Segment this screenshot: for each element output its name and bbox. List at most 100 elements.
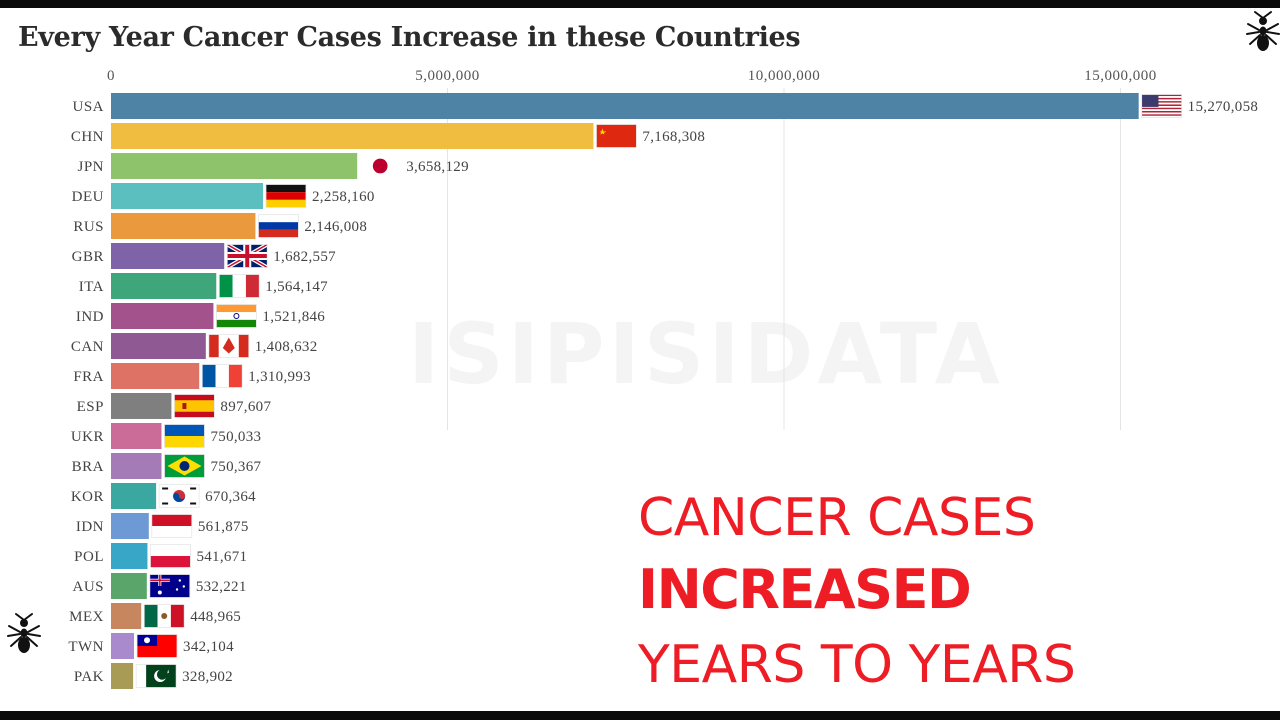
bar-row: UKR 750,033 bbox=[71, 423, 261, 449]
category-label: DEU bbox=[72, 189, 104, 205]
france-flag bbox=[201, 364, 243, 388]
bar-row: RUS 2,146,008 bbox=[73, 213, 367, 239]
bottom-frame-bar bbox=[0, 711, 1280, 720]
x-tick-label: 10,000,000 bbox=[748, 68, 821, 84]
chart-title: Every Year Cancer Cases Increase in thes… bbox=[18, 22, 801, 53]
value-label: 897,607 bbox=[220, 399, 271, 415]
category-label: IND bbox=[76, 309, 104, 325]
value-label: 1,682,557 bbox=[273, 249, 336, 265]
value-label: 750,367 bbox=[210, 459, 261, 475]
value-label: 328,902 bbox=[182, 669, 233, 685]
value-label: 2,146,008 bbox=[304, 219, 367, 235]
bar bbox=[111, 633, 135, 659]
category-label: PAK bbox=[74, 669, 104, 685]
canada-flag bbox=[208, 334, 250, 358]
category-label: ESP bbox=[77, 399, 104, 415]
value-label: 7,168,308 bbox=[642, 129, 705, 145]
x-tick-label: 15,000,000 bbox=[1084, 68, 1157, 84]
ant-icon bbox=[7, 613, 41, 653]
category-label: USA bbox=[72, 99, 104, 115]
x-tick-label: 5,000,000 bbox=[415, 68, 480, 84]
category-label: UKR bbox=[71, 429, 104, 445]
category-label: CAN bbox=[71, 339, 104, 355]
bar bbox=[111, 93, 1139, 119]
bar-row: POL 541,671 bbox=[74, 543, 247, 569]
category-label: BRA bbox=[72, 459, 104, 475]
india-flag bbox=[216, 304, 257, 328]
spain-flag bbox=[174, 394, 215, 418]
top-frame-bar bbox=[0, 0, 1280, 8]
value-label: 670,364 bbox=[205, 489, 256, 505]
bar bbox=[111, 273, 217, 299]
china-flag bbox=[596, 124, 637, 148]
indonesia-flag bbox=[151, 514, 193, 538]
watermark: ISIPISIDATA bbox=[408, 305, 1004, 403]
category-label: ITA bbox=[79, 279, 104, 295]
category-label: GBR bbox=[72, 249, 104, 265]
bar bbox=[111, 603, 142, 629]
overlay-line-2: INCREASED bbox=[638, 558, 972, 621]
x-tick-label: 0 bbox=[107, 68, 115, 84]
bar bbox=[111, 453, 162, 479]
bar bbox=[111, 363, 200, 389]
category-label: JPN bbox=[77, 159, 104, 175]
brazil-flag bbox=[164, 454, 205, 478]
bar-row: ITA 1,564,147 bbox=[79, 273, 328, 299]
bar bbox=[111, 303, 214, 329]
australia-flag bbox=[149, 574, 191, 598]
ukraine-flag bbox=[164, 424, 205, 448]
value-label: 15,270,058 bbox=[1188, 99, 1259, 115]
bar bbox=[111, 543, 148, 569]
category-label: CHN bbox=[71, 129, 104, 145]
bar-row: MEX 448,965 bbox=[69, 603, 241, 629]
category-label: MEX bbox=[69, 609, 104, 625]
category-label: AUS bbox=[72, 579, 104, 595]
bar-row: CHN 7,168,308 bbox=[71, 123, 705, 149]
value-label: 448,965 bbox=[190, 609, 241, 625]
value-label: 2,258,160 bbox=[312, 189, 375, 205]
bar-row: BRA 750,367 bbox=[72, 453, 261, 479]
italy-flag bbox=[218, 274, 260, 298]
bar-row: GBR 1,682,557 bbox=[72, 243, 336, 269]
mexico-flag bbox=[143, 604, 185, 628]
bar bbox=[111, 573, 147, 599]
bar-row: DEU 2,258,160 bbox=[72, 183, 375, 209]
taiwan-flag bbox=[136, 634, 178, 658]
russia-flag bbox=[258, 214, 299, 238]
value-label: 750,033 bbox=[210, 429, 261, 445]
bar bbox=[111, 333, 206, 359]
japan-flag bbox=[372, 158, 388, 174]
value-label: 1,521,846 bbox=[262, 309, 325, 325]
category-label: KOR bbox=[71, 489, 104, 505]
value-label: 561,875 bbox=[198, 519, 249, 535]
bar-row: PAK 328,902 bbox=[74, 663, 233, 689]
bar-row: CAN 1,408,632 bbox=[71, 333, 317, 359]
usa-flag bbox=[1141, 94, 1183, 118]
bar-row: JPN 3,658,129 bbox=[77, 153, 469, 179]
germany-flag bbox=[265, 184, 307, 208]
category-label: FRA bbox=[73, 369, 104, 385]
category-label: IDN bbox=[76, 519, 104, 535]
bar-row: AUS 532,221 bbox=[72, 573, 246, 599]
overlay-line-1: CANCER CASES bbox=[638, 488, 1036, 548]
value-label: 541,671 bbox=[196, 549, 247, 565]
bar-row: TWN 342,104 bbox=[68, 633, 234, 659]
value-label: 1,564,147 bbox=[265, 279, 328, 295]
bar-row: ESP 897,607 bbox=[77, 393, 271, 419]
pakistan-flag bbox=[135, 664, 177, 688]
ant-icon bbox=[1246, 11, 1280, 51]
bar-row: IDN 561,875 bbox=[76, 513, 249, 539]
category-label: TWN bbox=[68, 639, 104, 655]
value-label: 3,658,129 bbox=[406, 159, 469, 175]
bar bbox=[111, 123, 594, 149]
bar bbox=[111, 483, 157, 509]
value-label: 532,221 bbox=[196, 579, 247, 595]
bar bbox=[111, 153, 358, 179]
category-label: RUS bbox=[73, 219, 104, 235]
bar-row: FRA 1,310,993 bbox=[73, 363, 311, 389]
value-label: 1,310,993 bbox=[248, 369, 311, 385]
bar bbox=[111, 513, 149, 539]
value-label: 342,104 bbox=[183, 639, 234, 655]
south-korea-flag bbox=[158, 484, 200, 508]
